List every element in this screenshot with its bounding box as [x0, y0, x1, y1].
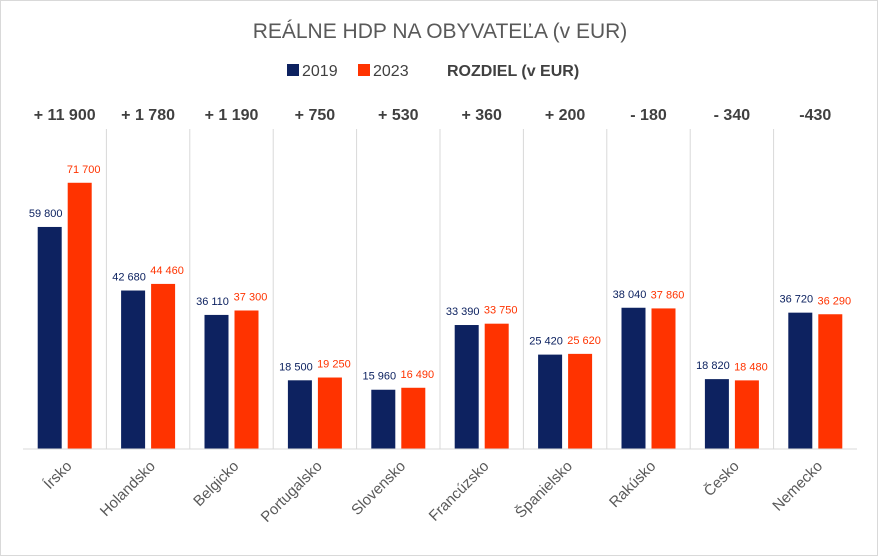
- legend-label-2019: 2019: [302, 63, 338, 80]
- category-label: Francúzsko: [426, 458, 493, 525]
- legend: 2019 2023 ROZDIEL (v EUR): [287, 63, 579, 80]
- bar-2019: [538, 354, 563, 449]
- bar-2023: [234, 310, 259, 449]
- bar-2023: [568, 353, 593, 449]
- difference-label: - 180: [630, 107, 667, 124]
- difference-labels: + 11 900 + 1 780 + 1 190 + 750 + 530 + 360 + 2…: [34, 107, 832, 124]
- bar-2019: [204, 314, 229, 449]
- value-label-2019: 25 420: [529, 336, 563, 348]
- difference-label: + 200: [545, 107, 586, 124]
- bar-2023: [734, 380, 759, 449]
- value-label-2023: 33 750: [484, 305, 518, 317]
- category-label: Španielsko: [512, 458, 576, 522]
- value-label-2023: 37 860: [651, 289, 685, 301]
- bar-2019: [287, 380, 312, 449]
- bar-2019: [121, 290, 146, 449]
- value-label-2019: 42 680: [112, 272, 146, 284]
- value-label-2019: 18 820: [696, 360, 730, 372]
- category-labels: Írsko Holandsko Belgicko Portugalsko Slovens…: [41, 458, 827, 526]
- value-label-2019: 33 390: [446, 306, 480, 318]
- bar-2023: [401, 387, 426, 449]
- difference-label: - 340: [714, 107, 751, 124]
- value-label-2019: 38 040: [613, 289, 647, 301]
- legend-swatch-2023: [358, 64, 370, 76]
- value-label-2023: 71 700: [67, 164, 101, 176]
- difference-label: + 750: [295, 107, 336, 124]
- value-label-2023: 44 460: [150, 265, 184, 277]
- category-label: Írsko: [41, 458, 76, 493]
- value-label-2019: 36 720: [779, 294, 813, 306]
- category-label: Slovensko: [348, 458, 409, 519]
- bar-2019: [37, 226, 62, 449]
- bar-2019: [704, 379, 729, 449]
- difference-label: + 1 780: [121, 107, 175, 124]
- bar-2023: [651, 308, 676, 449]
- value-label-2023: 19 250: [317, 359, 351, 371]
- category-label: Portugalsko: [258, 458, 326, 526]
- value-label-2019: 36 110: [196, 296, 229, 308]
- difference-label: + 530: [378, 107, 419, 124]
- difference-label: + 11 900: [34, 107, 96, 124]
- value-label-2023: 16 490: [400, 369, 434, 381]
- bar-2019: [454, 325, 479, 449]
- value-label-2019: 18 500: [279, 361, 313, 373]
- difference-label: + 360: [461, 107, 502, 124]
- category-label: Nemecko: [769, 458, 826, 515]
- value-label-2019: 59 800: [29, 208, 63, 220]
- bar-2023: [151, 283, 176, 449]
- bar-2023: [484, 323, 509, 449]
- value-label-2023: 25 620: [567, 335, 601, 347]
- bar-2023: [818, 314, 843, 449]
- difference-label: + 1 190: [205, 107, 259, 124]
- difference-label: -430: [799, 107, 831, 124]
- bars: [37, 182, 843, 450]
- bar-2019: [621, 307, 646, 449]
- value-label-2023: 37 300: [234, 292, 268, 304]
- value-label-2019: 15 960: [362, 371, 396, 383]
- category-label: Belgicko: [190, 458, 242, 510]
- chart-title: REÁLNE HDP NA OBYVATEĽA (v EUR): [253, 20, 628, 43]
- bar-2023: [67, 182, 92, 450]
- legend-swatch-2019: [287, 64, 299, 76]
- bar-2019: [371, 389, 396, 449]
- bar-2023: [317, 377, 342, 449]
- value-labels: 59 800 71 700 42 680 44 460 36 110 37 300 18 5…: [29, 164, 851, 383]
- category-separators: [105, 129, 775, 449]
- legend-label-2023: 2023: [373, 63, 409, 80]
- value-label-2023: 18 480: [734, 361, 768, 373]
- legend-difference-label: ROZDIEL (v EUR): [447, 63, 579, 80]
- bar-2019: [788, 312, 813, 449]
- value-label-2023: 36 290: [817, 295, 851, 307]
- category-label: Holandsko: [97, 458, 159, 520]
- category-label: Rakúsko: [606, 458, 659, 511]
- category-label: Česko: [701, 458, 743, 500]
